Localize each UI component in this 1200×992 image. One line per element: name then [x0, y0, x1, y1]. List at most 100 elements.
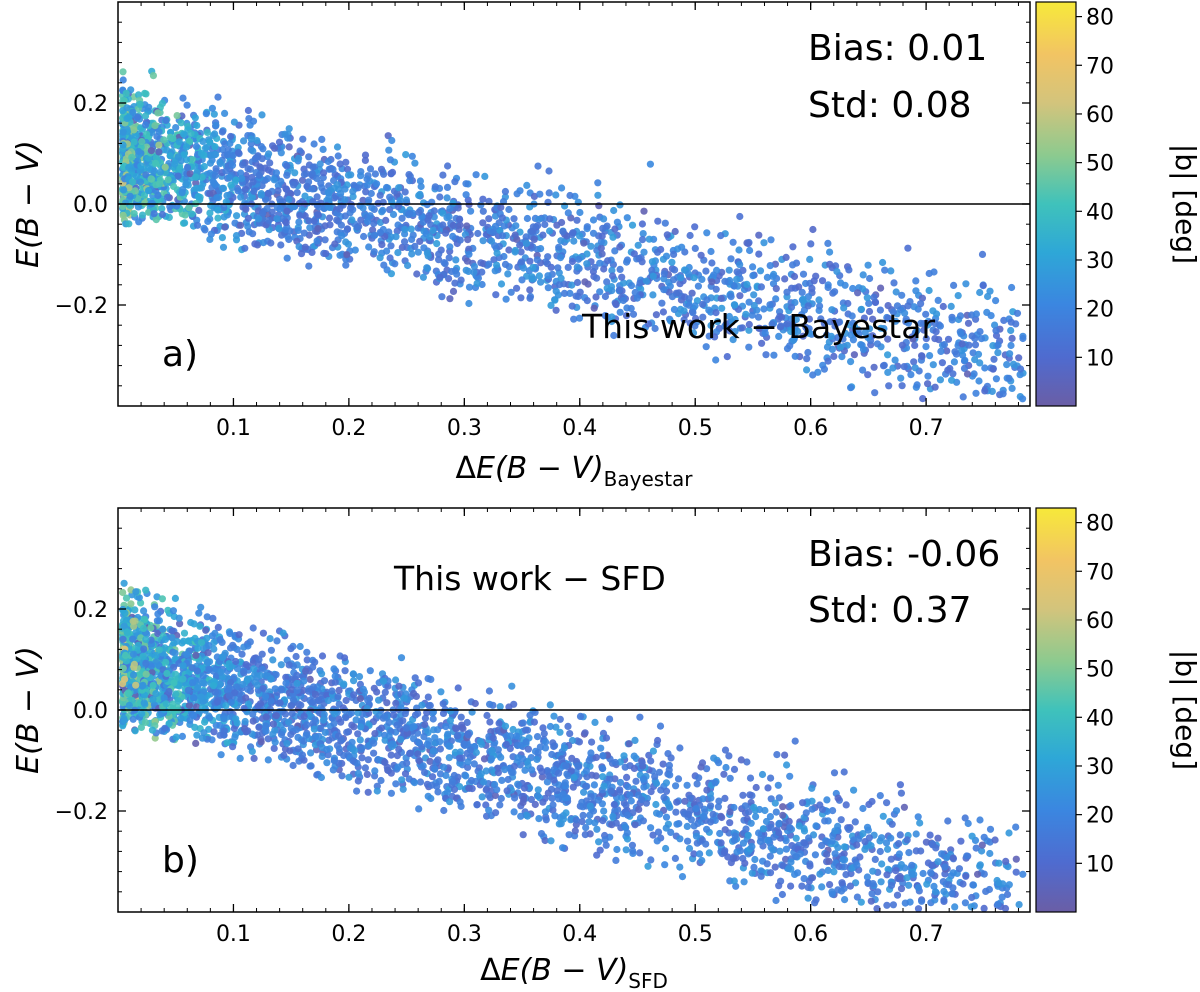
scatter-point	[183, 143, 191, 151]
colorbar-tick-label: 70	[1086, 54, 1114, 79]
scatter-point	[308, 185, 316, 193]
scatter-point	[581, 729, 589, 737]
scatter-point	[149, 72, 157, 80]
scatter-point	[342, 714, 350, 722]
scatter-point	[849, 319, 857, 327]
scatter-point	[876, 306, 885, 314]
scatter-point	[127, 600, 135, 608]
scatter-point	[251, 240, 259, 248]
scatter-point	[283, 185, 291, 194]
scatter-point	[141, 718, 150, 727]
scatter-point	[803, 355, 811, 363]
scatter-point	[211, 130, 219, 138]
scatter-point	[766, 869, 775, 877]
scatter-point	[519, 831, 527, 839]
scatter-point	[547, 263, 555, 271]
scatter-point	[493, 249, 501, 257]
colorbar-tick-label: 20	[1086, 298, 1114, 323]
scatter-point	[414, 248, 422, 256]
scatter-point	[385, 146, 393, 154]
scatter-point	[842, 801, 850, 809]
scatter-point	[128, 153, 136, 161]
scatter-point	[686, 231, 694, 240]
scatter-point	[426, 233, 434, 241]
scatter-point	[363, 704, 371, 713]
scatter-point	[262, 713, 270, 721]
scatter-point	[119, 211, 127, 219]
scatter-point	[598, 250, 606, 258]
scatter-point	[472, 171, 480, 179]
scatter-point	[470, 262, 478, 270]
scatter-point	[363, 218, 372, 226]
scatter-point	[671, 227, 679, 236]
scatter-point	[150, 210, 158, 218]
scatter-point	[277, 661, 285, 669]
scatter-point	[301, 212, 309, 220]
scatter-point	[334, 152, 342, 160]
scatter-point	[123, 104, 131, 112]
scatter-point	[269, 656, 277, 664]
scatter-point	[497, 753, 505, 762]
scatter-point	[639, 230, 647, 238]
scatter-point	[857, 305, 866, 313]
scatter-point	[524, 745, 533, 753]
scatter-point	[456, 236, 464, 244]
scatter-point	[795, 283, 803, 291]
scatter-point	[911, 364, 919, 372]
scatter-point	[254, 702, 262, 710]
scatter-point	[341, 212, 349, 220]
scatter-point	[166, 152, 174, 160]
scatter-point	[255, 215, 263, 223]
scatter-point	[705, 332, 713, 340]
scatter-point	[727, 255, 735, 263]
scatter-point	[284, 134, 292, 142]
scatter-point	[526, 257, 534, 265]
scatter-point	[1006, 350, 1014, 358]
scatter-point	[555, 281, 564, 289]
scatter-point	[613, 218, 622, 226]
scatter-point	[470, 760, 478, 768]
scatter-point	[192, 142, 200, 150]
scatter-point	[120, 186, 128, 194]
scatter-point	[119, 76, 127, 84]
scatter-point	[376, 191, 384, 199]
scatter-point	[301, 192, 309, 200]
scatter-point	[573, 216, 581, 224]
scatter-point	[358, 754, 366, 762]
scatter-point	[285, 195, 293, 203]
scatter-point	[749, 263, 757, 271]
scatter-points	[119, 67, 1027, 403]
scatter-point	[702, 343, 710, 351]
scatter-point	[954, 292, 962, 300]
scatter-point	[429, 226, 437, 235]
scatter-point	[922, 310, 930, 318]
std-text: Std: 0.08	[808, 85, 972, 126]
scatter-point	[629, 310, 638, 318]
scatter-point	[451, 178, 459, 186]
scatter-point	[381, 233, 389, 241]
scatter-point	[420, 244, 428, 252]
scatter-point	[743, 758, 751, 766]
scatter-point	[579, 811, 587, 820]
scatter-point	[712, 309, 720, 317]
scatter-point	[192, 179, 200, 187]
scatter-point	[637, 285, 645, 293]
scatter-point	[363, 175, 371, 183]
scatter-point	[257, 143, 265, 151]
scatter-point	[662, 779, 671, 787]
scatter-point	[552, 723, 560, 731]
scatter-point	[883, 799, 891, 807]
scatter-point	[241, 244, 249, 252]
scatter-point	[340, 654, 349, 662]
scatter-point	[137, 723, 145, 732]
scatter-point	[978, 847, 986, 855]
scatter-point	[435, 256, 443, 264]
scatter-point	[830, 352, 838, 360]
scatter-point	[155, 148, 163, 156]
scatter-point	[808, 284, 816, 292]
scatter-point	[542, 738, 550, 746]
scatter-point	[537, 278, 545, 286]
scatter-point	[436, 770, 445, 778]
scatter-point	[560, 744, 569, 752]
scatter-point	[649, 831, 657, 839]
